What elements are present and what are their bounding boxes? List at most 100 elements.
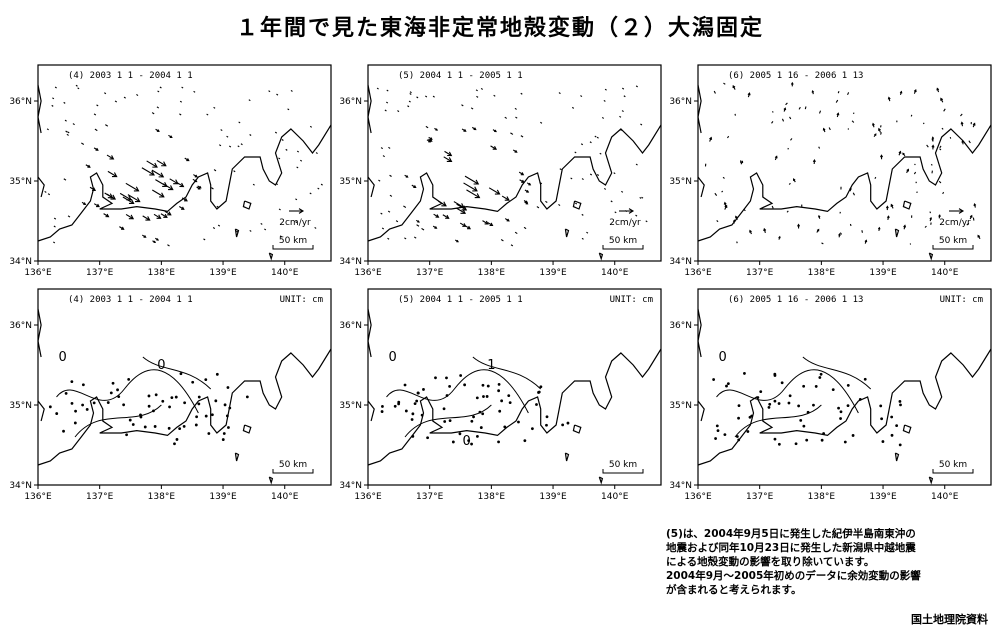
note-line: が含まれると考えられます。 (666, 584, 802, 596)
arrow-head (492, 145, 498, 150)
contour-map-svg: 136°E 137°E 138°E 139°E 140°E 36°N 35°N 34°N (5)… (339, 288, 662, 502)
displacement-arrow (123, 96, 126, 99)
displacement-arrow (456, 203, 467, 211)
gnss-station (147, 394, 151, 398)
arrow-head (812, 159, 816, 163)
arrow-head (836, 112, 840, 116)
arrow-head (133, 186, 140, 192)
displacement-arrow (278, 157, 281, 160)
lon-tick-label: 140°E (601, 492, 629, 502)
displacement-arrow (501, 195, 510, 201)
displacement-arrow (939, 148, 942, 151)
displacement-arrow (558, 204, 561, 206)
displacement-arrow (571, 106, 575, 109)
arrow-head (961, 139, 965, 143)
displacement-arrow (237, 145, 240, 148)
velocity-scale-label: 2cm/yr (279, 218, 311, 228)
gnss-station (442, 407, 446, 411)
displacement-arrow (151, 112, 155, 115)
panel-period-label: (4) 2003 1 1 - 2004 1 1 (68, 71, 193, 81)
gnss-station (802, 424, 806, 428)
displacement-arrow (640, 123, 643, 126)
arrow-head (885, 205, 889, 209)
gnss-station (712, 378, 716, 381)
displacement-arrow (226, 135, 229, 138)
arrow-head (973, 203, 977, 207)
displacement-arrow (52, 241, 56, 244)
displacement-arrow (141, 167, 155, 176)
note-line: 地震および同年10月23日に発生した新潟県中越地震 (666, 542, 916, 554)
gnss-station (467, 439, 471, 442)
arrow-head (903, 224, 907, 228)
gnss-station (814, 385, 818, 388)
gnss-station (863, 377, 867, 381)
displacement-arrow (421, 227, 425, 231)
gnss-station (194, 423, 198, 427)
gnss-station (122, 403, 126, 407)
island (902, 200, 912, 210)
displacement-arrow (461, 104, 464, 107)
arrow-head (822, 127, 826, 131)
displacement-arrow (193, 90, 196, 93)
arrow-head (429, 137, 433, 140)
displacement-arrow (275, 183, 279, 186)
arrow-head (111, 172, 118, 178)
island (928, 252, 934, 261)
gnss-station (476, 434, 479, 438)
lat-tick-label: 35°N (669, 177, 692, 187)
gnss-station (411, 412, 415, 416)
lat-tick-label: 35°N (339, 177, 362, 187)
displacement-arrow (621, 110, 624, 113)
displacement-arrow (122, 196, 134, 204)
displacement-arrow (847, 92, 850, 96)
gnss-station (426, 436, 429, 440)
gnss-station (128, 418, 132, 422)
displacement-arrow (233, 170, 236, 173)
displacement-arrow (279, 235, 282, 238)
displacement-arrow (309, 192, 312, 195)
displacement-arrow (46, 128, 49, 131)
displacement-arrow (910, 114, 913, 117)
displacement-arrow (828, 127, 831, 131)
displacement-arrow (849, 223, 852, 227)
coastline (367, 124, 662, 242)
displacement-arrow (160, 213, 168, 218)
displacement-arrow (64, 119, 67, 122)
arrow-head (902, 152, 905, 156)
arrow-head (179, 182, 185, 188)
displacement-arrow (136, 94, 139, 96)
displacement-arrow (252, 183, 255, 186)
displacement-arrow (581, 213, 584, 216)
arrow-head (936, 87, 940, 91)
contour-map-svg: 136°E 137°E 138°E 139°E 140°E 36°N 35°N 34°N (6)… (669, 288, 992, 502)
displacement-arrow (408, 100, 411, 103)
displacement-arrow (387, 237, 390, 240)
panel-period-label: (5) 2004 1 1 - 2005 1 1 (398, 295, 523, 305)
arrow-head (145, 216, 151, 221)
displacement-arrow (536, 206, 540, 209)
gnss-station (479, 426, 483, 429)
arrow-head (462, 223, 467, 227)
gnss-station (812, 403, 815, 407)
vector-map-svg: 136°E 137°E 138°E 139°E 140°E 36°N 35°N 34°N (6)… (669, 64, 992, 278)
displacement-arrow (278, 208, 281, 211)
displacement-arrow (581, 237, 584, 240)
gnss-station (756, 396, 760, 399)
lon-tick-label: 139°E (869, 268, 897, 278)
displacement-arrow (635, 214, 638, 217)
displacement-arrow (153, 213, 161, 219)
gnss-station (802, 384, 806, 388)
displacement-arrow (162, 183, 174, 191)
arrow-head (446, 157, 453, 163)
displacement-arrow (156, 106, 160, 109)
lon-tick-label: 137°E (416, 492, 444, 502)
arrow-head (797, 223, 801, 227)
displacement-arrow (786, 210, 789, 213)
displacement-arrow (380, 147, 383, 150)
gnss-station (485, 395, 489, 398)
displacement-arrow (395, 220, 399, 223)
displacement-arrow (146, 160, 158, 168)
arrow-head (747, 92, 751, 96)
displacement-arrow (596, 136, 599, 139)
gnss-station (561, 423, 565, 427)
